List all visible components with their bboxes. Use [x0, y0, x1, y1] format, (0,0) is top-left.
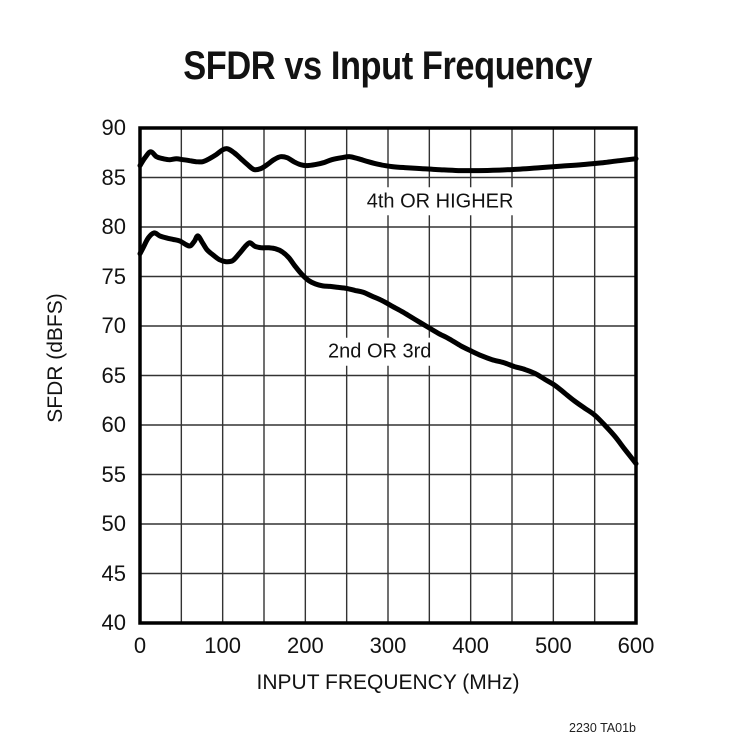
y-tick-label: 85: [101, 164, 126, 190]
x-tick-label: 500: [534, 633, 572, 658]
chart-title-text: SFDR vs Input Frequency: [183, 44, 593, 88]
y-tick-label: 70: [101, 313, 126, 338]
series-label: 2nd OR 3rd: [328, 341, 431, 363]
plot-frame: [138, 126, 638, 625]
y-tick-label: 65: [101, 362, 126, 388]
plot-area: 4th OR HIGHER 2nd OR 3rd: [137, 126, 639, 625]
x-axis-title: INPUT FREQUENCY (MHz): [256, 671, 520, 694]
series-label: 4th OR HIGHER: [367, 190, 514, 212]
x-tick-label: 600: [617, 633, 655, 658]
x-tick-label: 400: [452, 633, 490, 658]
y-tick-label: 55: [101, 461, 126, 487]
curve-2nd-or-3rd: [137, 230, 639, 467]
figure-number: 2230 TA01b: [569, 721, 636, 735]
series-label-background: [320, 337, 440, 366]
x-tick-label: 100: [204, 633, 242, 658]
y-tick-label: 90: [101, 115, 126, 140]
x-tick-label: 300: [369, 633, 407, 658]
y-tick-label: 60: [101, 412, 126, 437]
series-label-background: [358, 187, 522, 216]
y-tick-label: 50: [101, 511, 126, 536]
curve-4th-or-higher: [137, 146, 639, 174]
y-tick-label: 75: [101, 263, 126, 289]
y-tick-label: 80: [101, 214, 126, 239]
x-tick-label: 200: [286, 633, 324, 658]
x-tick-label: 0: [133, 633, 147, 658]
y-tick-label: 45: [101, 560, 126, 586]
chart-title: SFDR vs Input Frequency: [140, 44, 636, 89]
y-tick-label: 40: [101, 610, 126, 635]
